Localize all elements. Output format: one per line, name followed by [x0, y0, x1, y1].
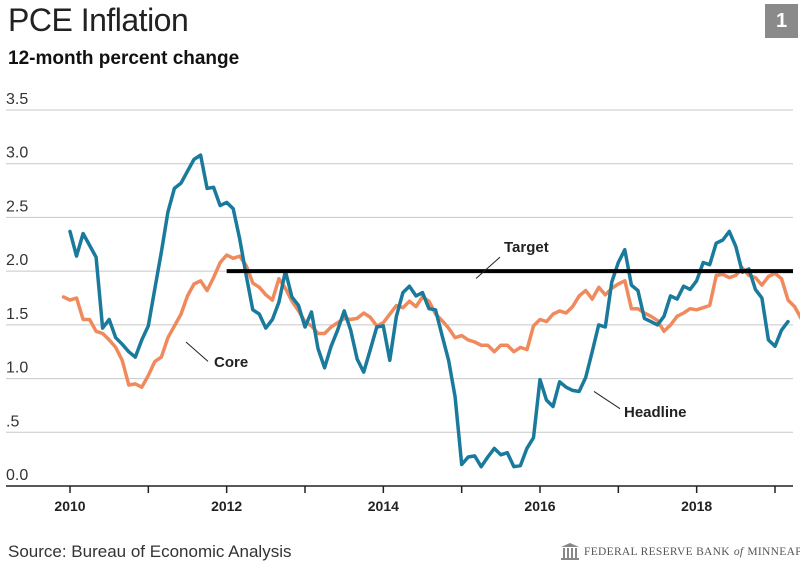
figure-number-badge: 1: [765, 4, 798, 38]
fed-name-of: of: [733, 546, 744, 558]
headline-leader-line: [593, 391, 621, 410]
target-leader-line: [475, 256, 501, 279]
fed-name-part2: MINNEAPOLIS: [747, 546, 800, 558]
y-tick-label: 0.0: [6, 467, 28, 484]
x-tick-label: 2012: [211, 498, 242, 514]
x-tick-label: 2014: [368, 498, 399, 514]
y-tick-label: 2.0: [6, 252, 28, 269]
x-tick-label: 2010: [54, 498, 85, 514]
y-tick-label: 3.5: [6, 91, 28, 108]
chart-subtitle: 12-month percent change: [8, 48, 240, 69]
fed-name-part1: FEDERAL RESERVE BANK: [584, 546, 730, 558]
x-tick-label: 2018: [681, 498, 712, 514]
series-line-core: [61, 253, 800, 389]
headline-label: Headline: [624, 404, 687, 421]
y-tick-label: .5: [6, 413, 19, 430]
y-tick-label: 1.0: [6, 360, 28, 377]
core-label: Core: [214, 354, 248, 371]
y-tick-label: 1.5: [6, 306, 28, 323]
y-tick-label: 2.5: [6, 198, 28, 215]
x-tick-label: 2016: [524, 498, 555, 514]
target-label: Target: [504, 239, 549, 256]
y-tick-label: 3.0: [6, 145, 28, 162]
pce-inflation-chart: 0.0 .5 1.0 1.5 2.0 2.5 3.0 3.5 2010 2012 2014 2016 2…: [6, 91, 800, 514]
fed-building-icon: [561, 543, 579, 560]
source-note: Source: Bureau of Economic Analysis: [8, 542, 292, 561]
series-line-headline: [68, 153, 790, 469]
fed-footer: FEDERAL RESERVE BANK of MINNEAPOLIS: [560, 543, 800, 561]
core-leader-line: [185, 341, 209, 362]
chart-title: PCE Inflation: [8, 2, 189, 38]
